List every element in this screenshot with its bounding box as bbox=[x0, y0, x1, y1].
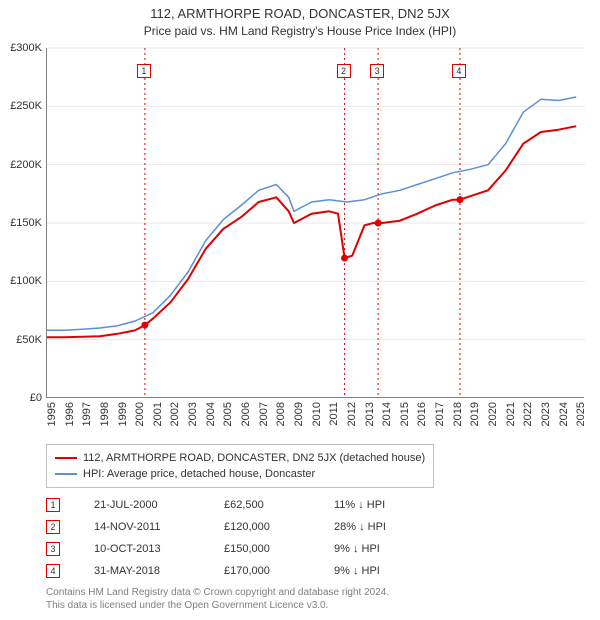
legend-item: 112, ARMTHORPE ROAD, DONCASTER, DN2 5JX … bbox=[55, 450, 425, 466]
x-tick-label: 1998 bbox=[99, 402, 111, 426]
legend-item: HPI: Average price, detached house, Donc… bbox=[55, 466, 425, 482]
x-tick-label: 2006 bbox=[240, 402, 252, 426]
transaction-price: £62,500 bbox=[224, 499, 334, 511]
x-tick-label: 2019 bbox=[469, 402, 481, 426]
x-tick-label: 2015 bbox=[399, 402, 411, 426]
transaction-price: £170,000 bbox=[224, 565, 334, 577]
x-tick-label: 2011 bbox=[328, 402, 340, 426]
sale-marker-2: 2 bbox=[337, 64, 351, 78]
footer-line-2: This data is licensed under the Open Gov… bbox=[46, 599, 389, 612]
x-tick-label: 2013 bbox=[364, 402, 376, 426]
transaction-marker: 4 bbox=[46, 564, 60, 578]
y-tick-label: £150K bbox=[2, 217, 42, 229]
chart-subtitle: Price paid vs. HM Land Registry's House … bbox=[0, 24, 600, 38]
transaction-pct: 9% ↓ HPI bbox=[334, 543, 394, 555]
x-tick-label: 1999 bbox=[117, 402, 129, 426]
x-tick-label: 2002 bbox=[169, 402, 181, 426]
transaction-row: 4 31-MAY-2018£170,0009% ↓ HPI bbox=[46, 560, 394, 582]
x-tick-label: 2022 bbox=[522, 402, 534, 426]
x-tick-label: 2020 bbox=[487, 402, 499, 426]
x-tick-label: 2014 bbox=[381, 402, 393, 426]
transaction-row: 1 21-JUL-2000£62,50011% ↓ HPI bbox=[46, 494, 394, 516]
x-tick-label: 2025 bbox=[575, 402, 587, 426]
x-tick-label: 2001 bbox=[152, 402, 164, 426]
chart-title: 112, ARMTHORPE ROAD, DONCASTER, DN2 5JX bbox=[0, 6, 600, 21]
transaction-row: 3 10-OCT-2013£150,0009% ↓ HPI bbox=[46, 538, 394, 560]
transaction-row: 2 14-NOV-2011£120,00028% ↓ HPI bbox=[46, 516, 394, 538]
x-tick-label: 2004 bbox=[205, 402, 217, 426]
legend-swatch bbox=[55, 473, 77, 475]
transaction-date: 10-OCT-2013 bbox=[94, 543, 224, 555]
sale-marker-1: 1 bbox=[137, 64, 151, 78]
x-tick-label: 1995 bbox=[46, 402, 58, 426]
transaction-pct: 9% ↓ HPI bbox=[334, 565, 394, 577]
transaction-pct: 11% ↓ HPI bbox=[334, 499, 394, 511]
transaction-marker: 1 bbox=[46, 498, 60, 512]
x-tick-label: 2018 bbox=[452, 402, 464, 426]
legend: 112, ARMTHORPE ROAD, DONCASTER, DN2 5JX … bbox=[46, 444, 434, 488]
footer-line-1: Contains HM Land Registry data © Crown c… bbox=[46, 586, 389, 599]
sale-marker-4: 4 bbox=[452, 64, 466, 78]
x-tick-label: 2016 bbox=[416, 402, 428, 426]
y-tick-label: £50K bbox=[2, 334, 42, 346]
x-tick-label: 2007 bbox=[258, 402, 270, 426]
legend-label: 112, ARMTHORPE ROAD, DONCASTER, DN2 5JX … bbox=[83, 452, 425, 464]
y-tick-label: £300K bbox=[2, 42, 42, 54]
plot-svg bbox=[47, 48, 585, 398]
plot-area bbox=[46, 48, 584, 398]
y-tick-label: £200K bbox=[2, 159, 42, 171]
transaction-marker: 2 bbox=[46, 520, 60, 534]
transactions-table: 1 21-JUL-2000£62,50011% ↓ HPI 2 14-NOV-2011… bbox=[46, 494, 394, 582]
transaction-price: £120,000 bbox=[224, 521, 334, 533]
x-tick-label: 2023 bbox=[540, 402, 552, 426]
sale-marker-3: 3 bbox=[370, 64, 384, 78]
y-tick-label: £0 bbox=[2, 392, 42, 404]
x-tick-label: 1997 bbox=[81, 402, 93, 426]
x-tick-label: 2024 bbox=[558, 402, 570, 426]
x-tick-label: 2009 bbox=[293, 402, 305, 426]
x-tick-label: 2003 bbox=[187, 402, 199, 426]
x-tick-label: 2005 bbox=[222, 402, 234, 426]
footer-attribution: Contains HM Land Registry data © Crown c… bbox=[46, 586, 389, 612]
transaction-marker: 3 bbox=[46, 542, 60, 556]
x-tick-label: 2000 bbox=[134, 402, 146, 426]
x-tick-label: 2012 bbox=[346, 402, 358, 426]
x-tick-label: 1996 bbox=[64, 402, 76, 426]
transaction-date: 14-NOV-2011 bbox=[94, 521, 224, 533]
x-tick-label: 2008 bbox=[275, 402, 287, 426]
legend-label: HPI: Average price, detached house, Donc… bbox=[83, 468, 315, 480]
x-tick-label: 2021 bbox=[505, 402, 517, 426]
title-block: 112, ARMTHORPE ROAD, DONCASTER, DN2 5JX … bbox=[0, 0, 600, 38]
transaction-date: 31-MAY-2018 bbox=[94, 565, 224, 577]
y-tick-label: £250K bbox=[2, 100, 42, 112]
legend-swatch bbox=[55, 457, 77, 459]
transaction-date: 21-JUL-2000 bbox=[94, 499, 224, 511]
y-tick-label: £100K bbox=[2, 275, 42, 287]
chart-container: 112, ARMTHORPE ROAD, DONCASTER, DN2 5JX … bbox=[0, 0, 600, 620]
transaction-price: £150,000 bbox=[224, 543, 334, 555]
x-tick-label: 2017 bbox=[434, 402, 446, 426]
x-tick-label: 2010 bbox=[311, 402, 323, 426]
transaction-pct: 28% ↓ HPI bbox=[334, 521, 394, 533]
